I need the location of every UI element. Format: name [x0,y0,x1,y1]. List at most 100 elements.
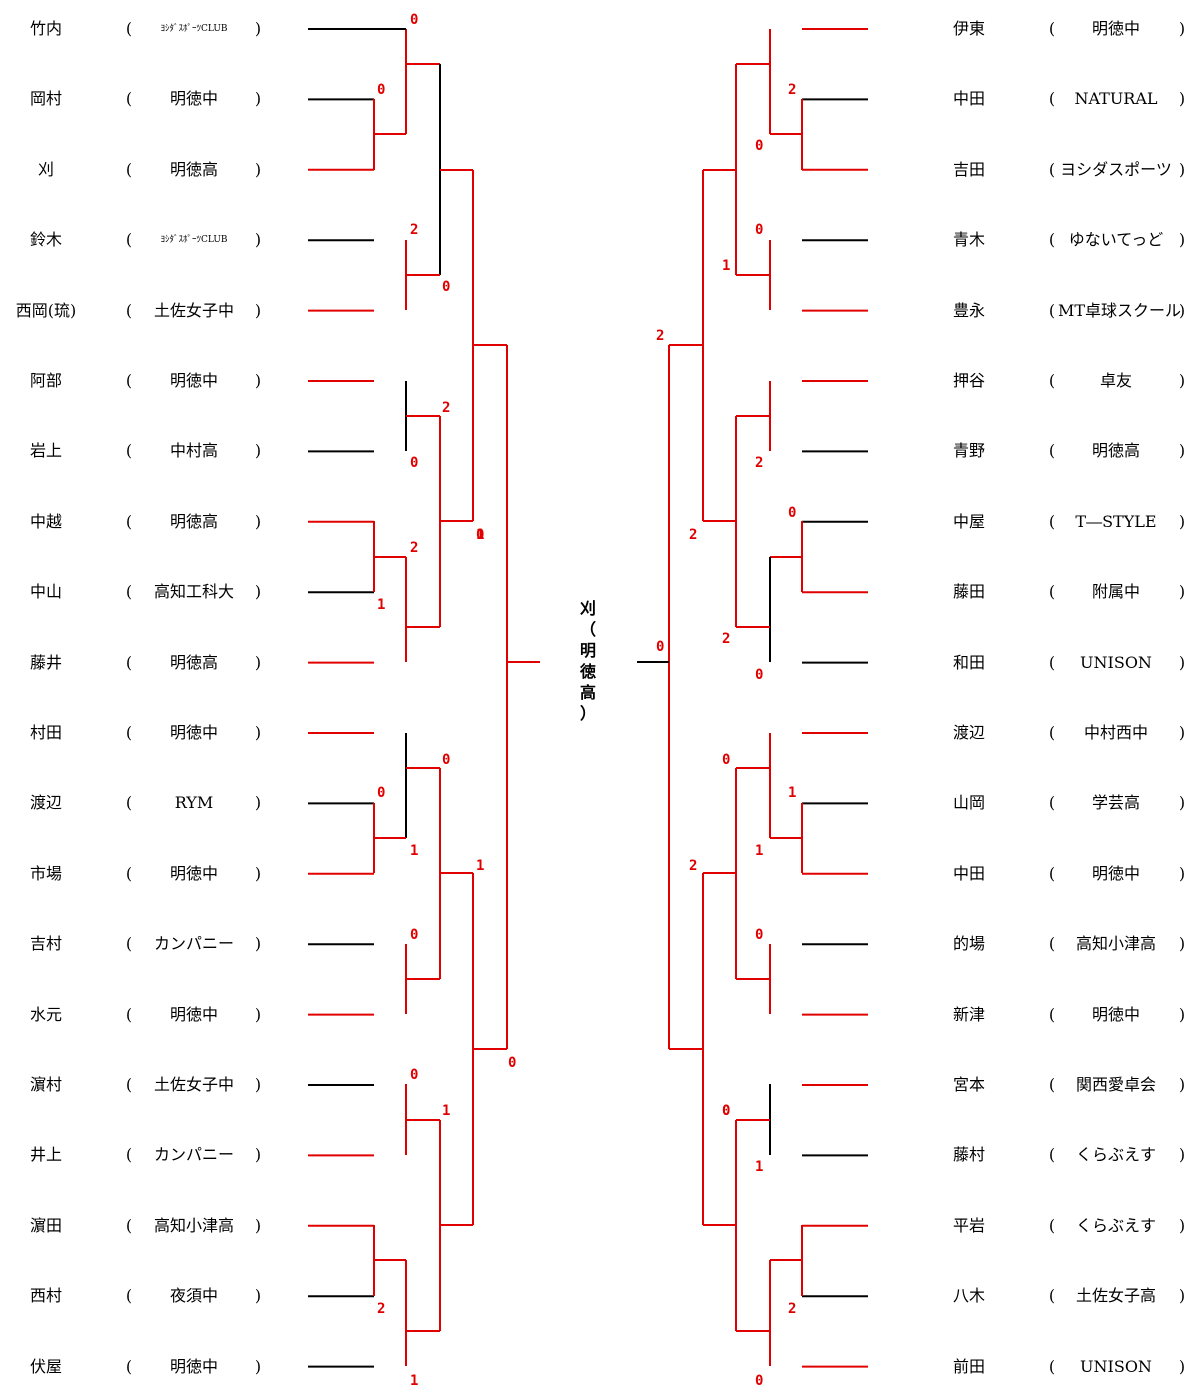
player-name: 山岡 [952,793,985,813]
player-name: 中屋 [952,511,985,531]
player-name: 青木 [952,230,985,250]
paren-close: ) [1178,863,1186,883]
player-name: 宮本 [952,1075,985,1094]
player-affiliation: 土佐女子高 [1075,1286,1156,1306]
paren-open: ( [1048,371,1056,390]
paren-close: ) [254,511,262,531]
paren-close: ) [1178,793,1186,813]
paren-close: ) [254,89,262,109]
player-affiliation: カンパニー [153,1145,234,1165]
paren-close: ) [254,1356,262,1376]
paren-open: ( [1048,89,1056,109]
player-name: 中田 [952,89,985,109]
player-affiliation: 卓友 [1099,371,1132,390]
paren-open: ( [125,230,133,250]
player-name: 岡村 [29,89,62,109]
paren-open: ( [125,934,133,954]
score-label: 1 [476,527,485,543]
paren-close: ) [1178,652,1186,672]
score-label: 0 [476,527,485,543]
paren-open: ( [125,793,133,813]
player-name: 渡辺 [952,723,985,742]
paren-close: ) [1178,159,1186,179]
player-name: 伊東 [952,19,985,38]
paren-close: ) [254,1004,262,1024]
player-affiliation: カンパニー [153,934,234,954]
player-affiliation: 明徳中 [169,723,218,742]
paren-close: ) [254,863,262,883]
player-affiliation: 中村西中 [1083,723,1148,742]
score-label: 2 [442,400,451,416]
paren-open: ( [125,1004,133,1024]
player-name: 吉田 [952,159,985,179]
score-label: 0 [722,752,731,768]
player-name: 刈 [37,159,54,179]
paren-open: ( [1048,1356,1056,1376]
player-affiliation: UNISON [1080,1356,1152,1376]
player-name: 中田 [952,863,985,883]
player-affiliation: ﾖｼﾀﾞｽﾎﾟｰﾂCLUB [160,235,228,246]
paren-close: ) [1178,1215,1186,1235]
paren-open: ( [1048,1215,1056,1235]
player-affiliation: ﾖｼﾀﾞｽﾎﾟｰﾂCLUB [160,24,228,34]
score-label: 2 [788,82,797,98]
paren-open: ( [125,300,133,320]
player-name: 西村 [29,1286,62,1306]
paren-close: ) [1178,1004,1186,1024]
player-name: 新津 [952,1004,985,1024]
player-affiliation: 高知小津高 [153,1215,234,1235]
paren-close: ) [254,1075,262,1094]
score-label: 0 [722,1103,731,1119]
player-name: 濵田 [29,1215,62,1235]
player-name: 藤村 [952,1145,985,1165]
paren-close: ) [254,652,262,672]
player-affiliation: 明徳高 [169,159,218,179]
player-name: 豊永 [952,300,985,320]
score-label: 2 [410,540,419,556]
paren-open: ( [1048,159,1056,179]
paren-close: ) [1178,511,1186,531]
champion-label: 刈（明徳高） [579,599,596,723]
player-affiliation: T―STYLE [1075,511,1157,531]
player-affiliation: くらぶえす [1075,1215,1156,1235]
paren-close: ) [1178,300,1186,320]
paren-close: ) [254,582,262,602]
paren-open: ( [1048,1004,1056,1024]
paren-open: ( [1048,1286,1056,1306]
player-affiliation: 明徳高 [169,652,218,672]
score-label: 2 [755,455,764,471]
paren-open: ( [1048,441,1056,461]
score-label: 2 [410,222,419,238]
player-name: 竹内 [29,19,62,38]
paren-close: ) [254,159,262,179]
score-label: 1 [410,1373,419,1388]
player-name: 和田 [952,652,985,672]
paren-open: ( [125,441,133,461]
player-name: 渡辺 [29,793,62,813]
player-name: 八木 [952,1286,985,1306]
score-label: 0 [410,927,419,943]
score-label: 1 [442,1103,451,1119]
player-name: 的場 [952,934,985,954]
score-label: 0 [410,12,419,28]
score-label: 0 [755,1373,764,1388]
paren-open: ( [125,1145,133,1165]
score-label: 1 [476,858,485,874]
score-label: 1 [755,843,764,859]
paren-close: ) [1178,723,1186,742]
player-affiliation: UNISON [1080,652,1152,672]
player-affiliation: 学芸高 [1091,793,1140,813]
score-label: 0 [508,1055,517,1071]
paren-close: ) [1178,230,1186,250]
player-affiliation: 明徳高 [169,511,218,531]
paren-open: ( [1048,934,1056,954]
score-label: 0 [442,752,451,768]
player-affiliation: 明徳中 [169,863,218,883]
paren-open: ( [125,19,133,38]
player-affiliation: MT卓球スクール [1058,300,1182,320]
paren-close: ) [254,723,262,742]
player-affiliation: 明徳中 [169,1004,218,1024]
paren-close: ) [254,793,262,813]
paren-close: ) [254,300,262,320]
